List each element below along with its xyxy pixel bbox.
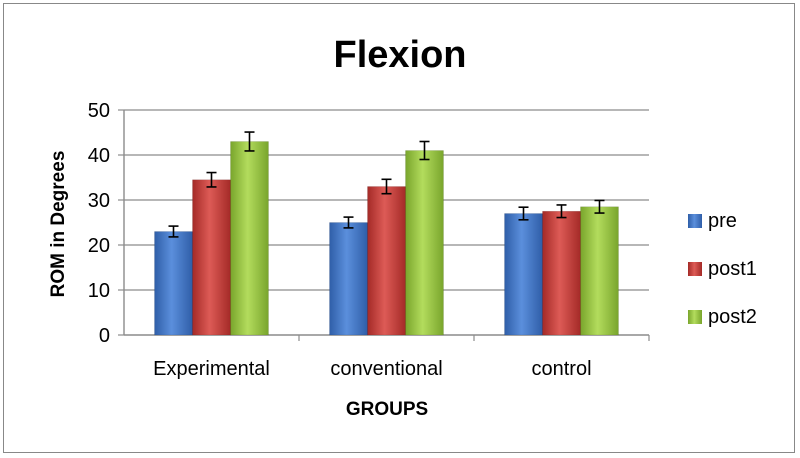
legend-label-post1: post1 [708, 258, 757, 280]
y-axis-title: ROM in Degrees [48, 151, 69, 298]
y-tick-label: 50 [88, 100, 110, 122]
bar-post1 [542, 210, 581, 336]
legend-label-post2: post2 [708, 306, 757, 328]
legend-label-pre: pre [708, 210, 737, 232]
y-tick-label: 30 [88, 190, 110, 212]
legend-swatch-post2 [688, 310, 702, 324]
chart-title: Flexion [333, 34, 466, 76]
tick-labels: 0 10 20 30 40 50 Experimental conventional contr… [88, 100, 592, 380]
bar-post1 [367, 186, 406, 336]
x-tick-label: Experimental [153, 358, 270, 380]
legend-swatch-pre [688, 214, 702, 228]
y-tick-label: 40 [88, 145, 110, 167]
bar-post2 [230, 141, 269, 336]
y-tick-label: 20 [88, 235, 110, 257]
x-axis-title: GROUPS [346, 399, 428, 420]
x-tick-label: conventional [330, 358, 442, 380]
bar-pre [504, 213, 543, 336]
bars [154, 131, 619, 336]
bar-post2 [405, 150, 444, 336]
bar-pre [329, 222, 368, 336]
bar-post1 [192, 179, 231, 336]
y-tick-label: 0 [99, 325, 110, 347]
legend-swatch-post1 [688, 262, 702, 276]
legend: pre post1 post2 [688, 210, 757, 328]
y-tick-label: 10 [88, 280, 110, 302]
bar-pre [154, 231, 193, 336]
x-tick-label: control [531, 358, 591, 380]
bar-post2 [580, 206, 619, 336]
